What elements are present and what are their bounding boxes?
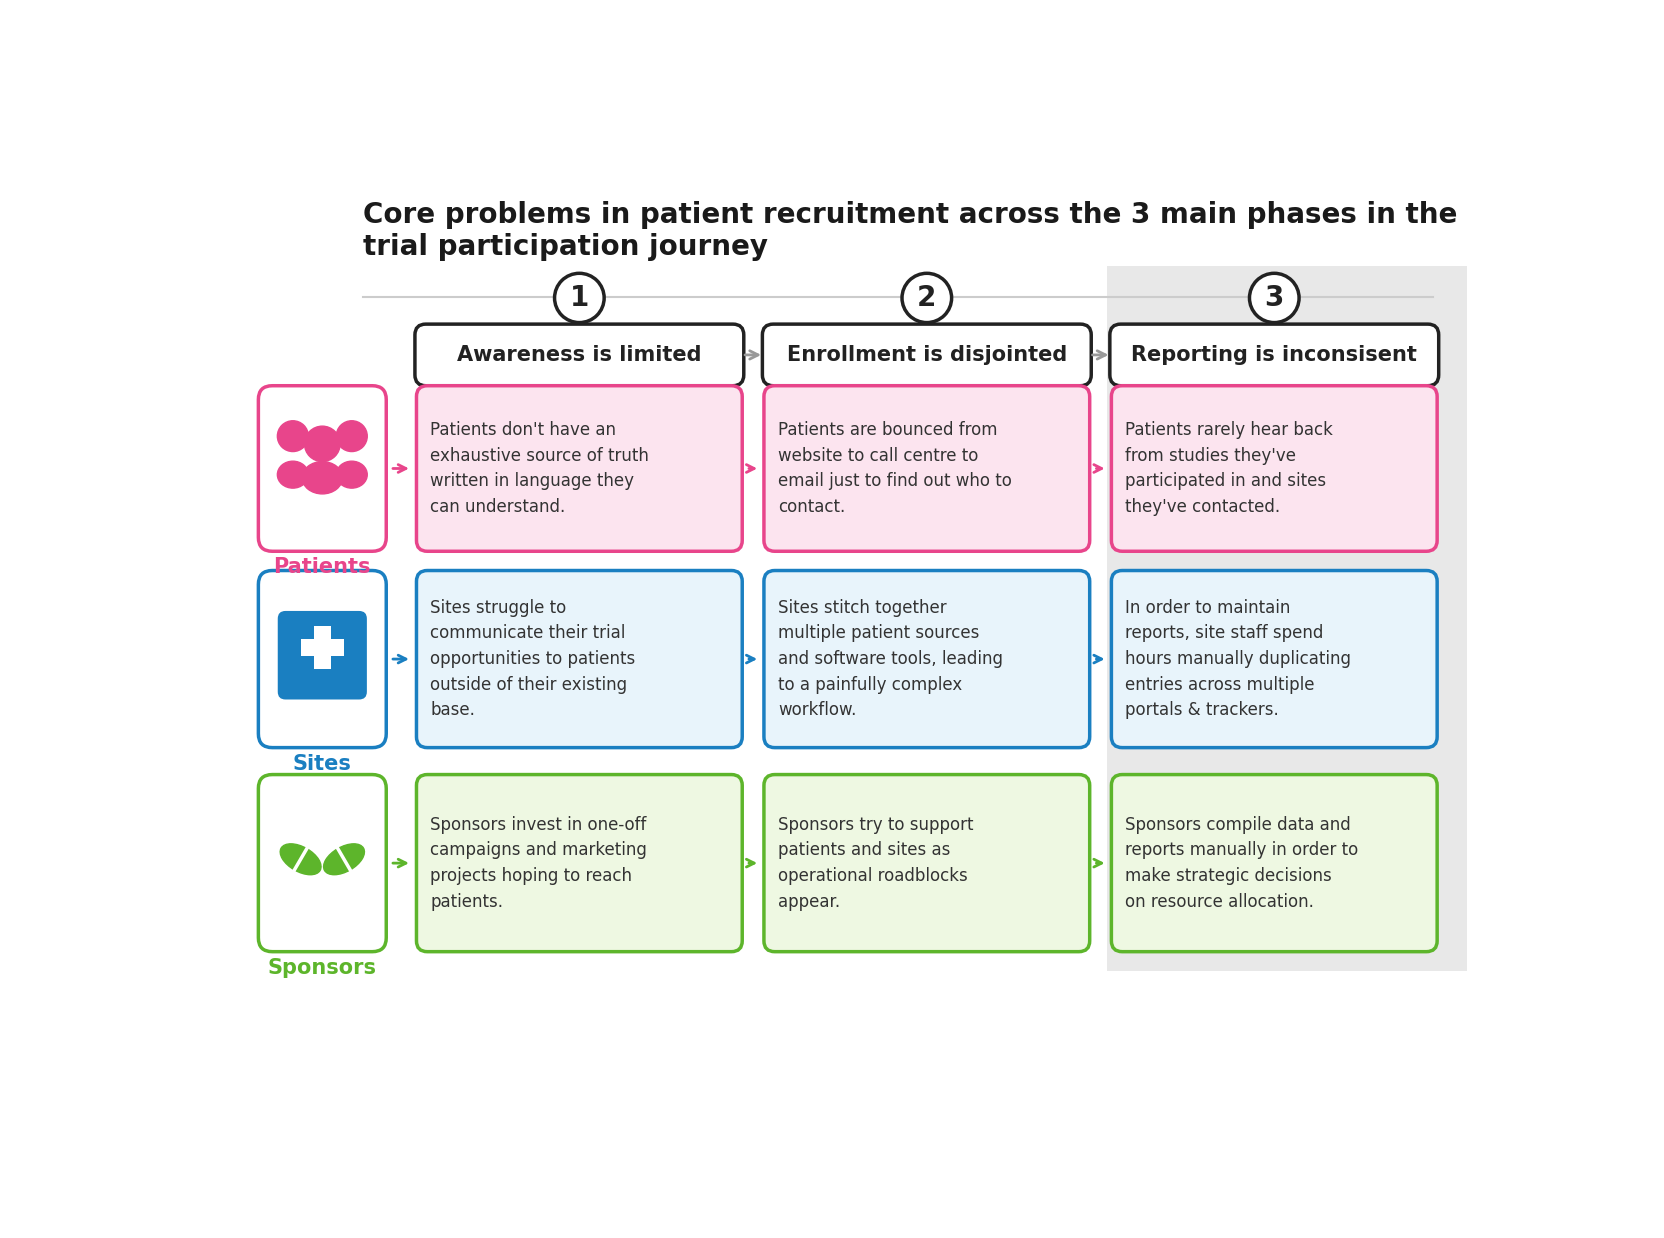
- FancyBboxPatch shape: [314, 626, 331, 669]
- FancyBboxPatch shape: [291, 672, 310, 699]
- FancyBboxPatch shape: [1107, 266, 1468, 971]
- FancyBboxPatch shape: [258, 386, 386, 551]
- FancyBboxPatch shape: [416, 775, 742, 952]
- FancyBboxPatch shape: [1112, 386, 1438, 551]
- Text: 2: 2: [917, 284, 937, 312]
- Circle shape: [305, 426, 339, 462]
- Text: Reporting is inconsisent: Reporting is inconsisent: [1132, 345, 1418, 365]
- Text: In order to maintain
reports, site staff spend
hours manually duplicating
entrie: In order to maintain reports, site staff…: [1125, 599, 1351, 719]
- FancyBboxPatch shape: [1110, 324, 1439, 386]
- Text: Sponsors: Sponsors: [268, 958, 376, 978]
- FancyBboxPatch shape: [1112, 571, 1438, 748]
- Text: Awareness is limited: Awareness is limited: [458, 345, 702, 365]
- Text: Sponsors compile data and
reports manually in order to
make strategic decisions
: Sponsors compile data and reports manual…: [1125, 816, 1358, 911]
- FancyBboxPatch shape: [1112, 775, 1438, 952]
- FancyBboxPatch shape: [301, 639, 344, 656]
- Ellipse shape: [323, 844, 364, 875]
- Text: Sites: Sites: [293, 754, 351, 774]
- FancyBboxPatch shape: [764, 386, 1090, 551]
- Ellipse shape: [280, 844, 321, 875]
- Text: Patients rarely hear back
from studies they've
participated in and sites
they've: Patients rarely hear back from studies t…: [1125, 421, 1333, 516]
- Text: Sites stitch together
multiple patient sources
and software tools, leading
to a : Sites stitch together multiple patient s…: [777, 599, 1003, 719]
- FancyBboxPatch shape: [258, 775, 386, 952]
- FancyBboxPatch shape: [278, 610, 366, 699]
- FancyBboxPatch shape: [764, 775, 1090, 952]
- FancyBboxPatch shape: [334, 672, 353, 699]
- Circle shape: [554, 274, 604, 323]
- FancyBboxPatch shape: [416, 386, 742, 551]
- Circle shape: [1250, 274, 1300, 323]
- Text: 1: 1: [569, 284, 589, 312]
- Text: Sponsors invest in one-off
campaigns and marketing
projects hoping to reach
pati: Sponsors invest in one-off campaigns and…: [431, 816, 647, 911]
- Text: Patients are bounced from
website to call centre to
email just to find out who t: Patients are bounced from website to cal…: [777, 421, 1012, 516]
- FancyBboxPatch shape: [414, 324, 744, 386]
- Text: Patients: Patients: [273, 557, 371, 577]
- Text: Patients don't have an
exhaustive source of truth
written in language they
can u: Patients don't have an exhaustive source…: [431, 421, 649, 516]
- Text: Enrollment is disjointed: Enrollment is disjointed: [787, 345, 1067, 365]
- FancyBboxPatch shape: [258, 571, 386, 748]
- FancyBboxPatch shape: [416, 571, 742, 748]
- Text: 3: 3: [1265, 284, 1285, 312]
- Circle shape: [278, 421, 308, 452]
- FancyBboxPatch shape: [764, 571, 1090, 748]
- FancyBboxPatch shape: [762, 324, 1092, 386]
- Circle shape: [902, 274, 952, 323]
- Ellipse shape: [303, 462, 343, 494]
- Text: Core problems in patient recruitment across the 3 main phases in the
trial parti: Core problems in patient recruitment acr…: [363, 201, 1458, 261]
- Text: Sponsors try to support
patients and sites as
operational roadblocks
appear.: Sponsors try to support patients and sit…: [777, 816, 973, 911]
- Ellipse shape: [336, 462, 368, 488]
- Text: Sites struggle to
communicate their trial
opportunities to patients
outside of t: Sites struggle to communicate their tria…: [431, 599, 636, 719]
- Circle shape: [336, 421, 368, 452]
- Ellipse shape: [278, 462, 308, 488]
